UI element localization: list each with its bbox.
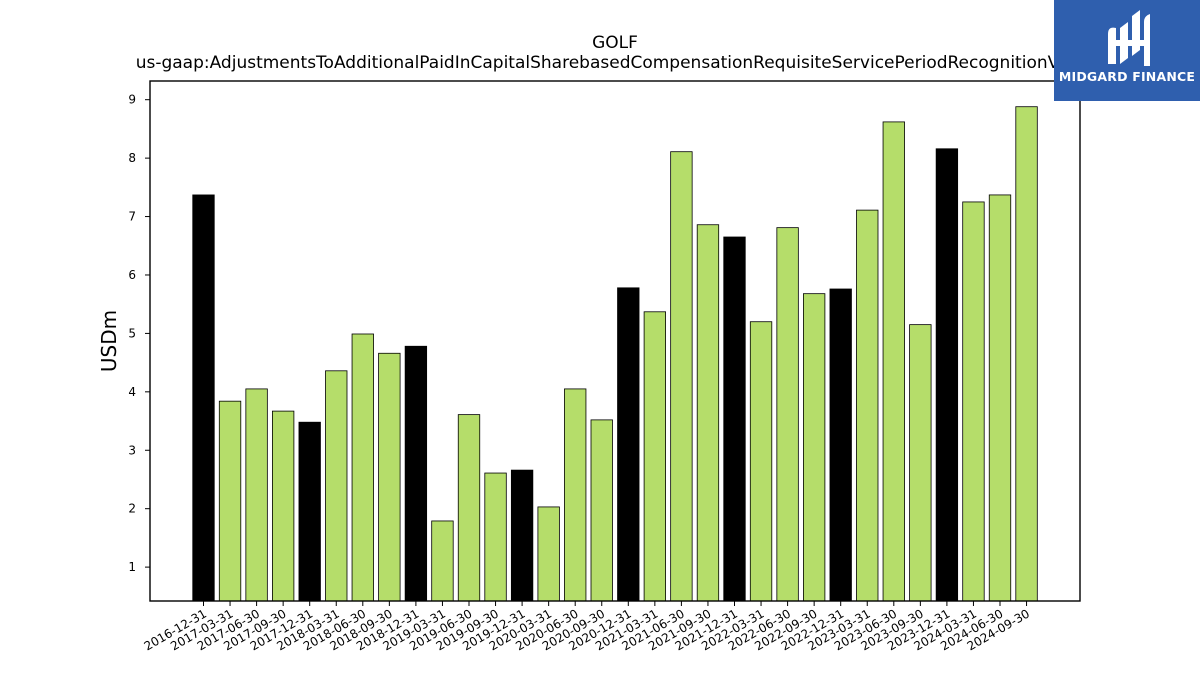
bar-2022-09-30 — [803, 293, 826, 602]
bar-2019-06-30 — [457, 414, 481, 602]
bar-2022-03-31 — [749, 321, 773, 602]
bar-2022-12-31 — [829, 288, 852, 602]
bar-2020-03-31 — [537, 506, 560, 602]
y-tick-label: 8 — [128, 151, 136, 165]
y-tick-label: 9 — [128, 93, 136, 107]
y-axis-ticks: 1 2 3 4 5 6 7 8 9 — [128, 93, 150, 574]
bar-2023-12-31 — [935, 148, 959, 602]
bar-2023-06-30 — [882, 121, 905, 602]
bar-2018-09-30 — [378, 352, 401, 602]
y-tick-label: 6 — [128, 268, 136, 282]
logo-text: MIDGARD FINANCE — [1058, 69, 1196, 84]
bar-2017-12-31 — [298, 421, 321, 602]
bars-group — [192, 106, 1038, 602]
bar-2020-09-30 — [590, 419, 613, 602]
chart-title: GOLF — [592, 33, 638, 53]
x-axis-ticks: 2016-12-312017-03-312017-06-302017-09-30… — [142, 601, 1032, 653]
bar-2021-12-31 — [723, 236, 746, 602]
midgard-logo-icon — [1108, 10, 1150, 66]
bar-2020-12-31 — [617, 287, 640, 602]
y-tick-label: 7 — [128, 210, 136, 224]
y-tick-label: 1 — [128, 560, 136, 574]
y-tick-label: 2 — [128, 502, 136, 516]
bar-2021-03-31 — [643, 311, 666, 602]
bar-2018-06-30 — [351, 333, 374, 602]
y-tick-label: 4 — [128, 385, 136, 399]
bar-2019-09-30 — [484, 472, 507, 602]
midgard-finance-logo: MIDGARD FINANCE — [1054, 0, 1200, 101]
bar-2022-06-30 — [776, 227, 799, 602]
bar-2024-06-30 — [988, 194, 1012, 602]
bar-2019-03-31 — [431, 520, 454, 602]
bar-2017-09-30 — [271, 410, 295, 602]
bar-2017-03-31 — [218, 400, 242, 602]
bar-2018-03-31 — [325, 370, 348, 602]
y-tick-label: 3 — [128, 443, 136, 457]
y-tick-label: 5 — [128, 326, 136, 340]
bar-2023-03-31 — [856, 209, 879, 602]
bar-2017-06-30 — [245, 388, 268, 602]
bar-2018-12-31 — [404, 345, 428, 602]
bar-2016-12-31 — [192, 194, 215, 602]
plot-frame — [149, 80, 1081, 602]
bar-2023-09-30 — [909, 324, 932, 602]
bar-2024-03-31 — [962, 201, 985, 602]
bar-2020-06-30 — [564, 388, 587, 602]
chart-subtitle: us-gaap:AdjustmentsToAdditionalPaidInCap… — [136, 53, 1095, 73]
bar-2021-09-30 — [696, 224, 720, 602]
bar-2024-09-30 — [1015, 106, 1038, 602]
bar-2019-12-31 — [510, 469, 534, 602]
bar-2021-06-30 — [670, 151, 693, 602]
y-axis-label: USDm — [97, 310, 121, 372]
